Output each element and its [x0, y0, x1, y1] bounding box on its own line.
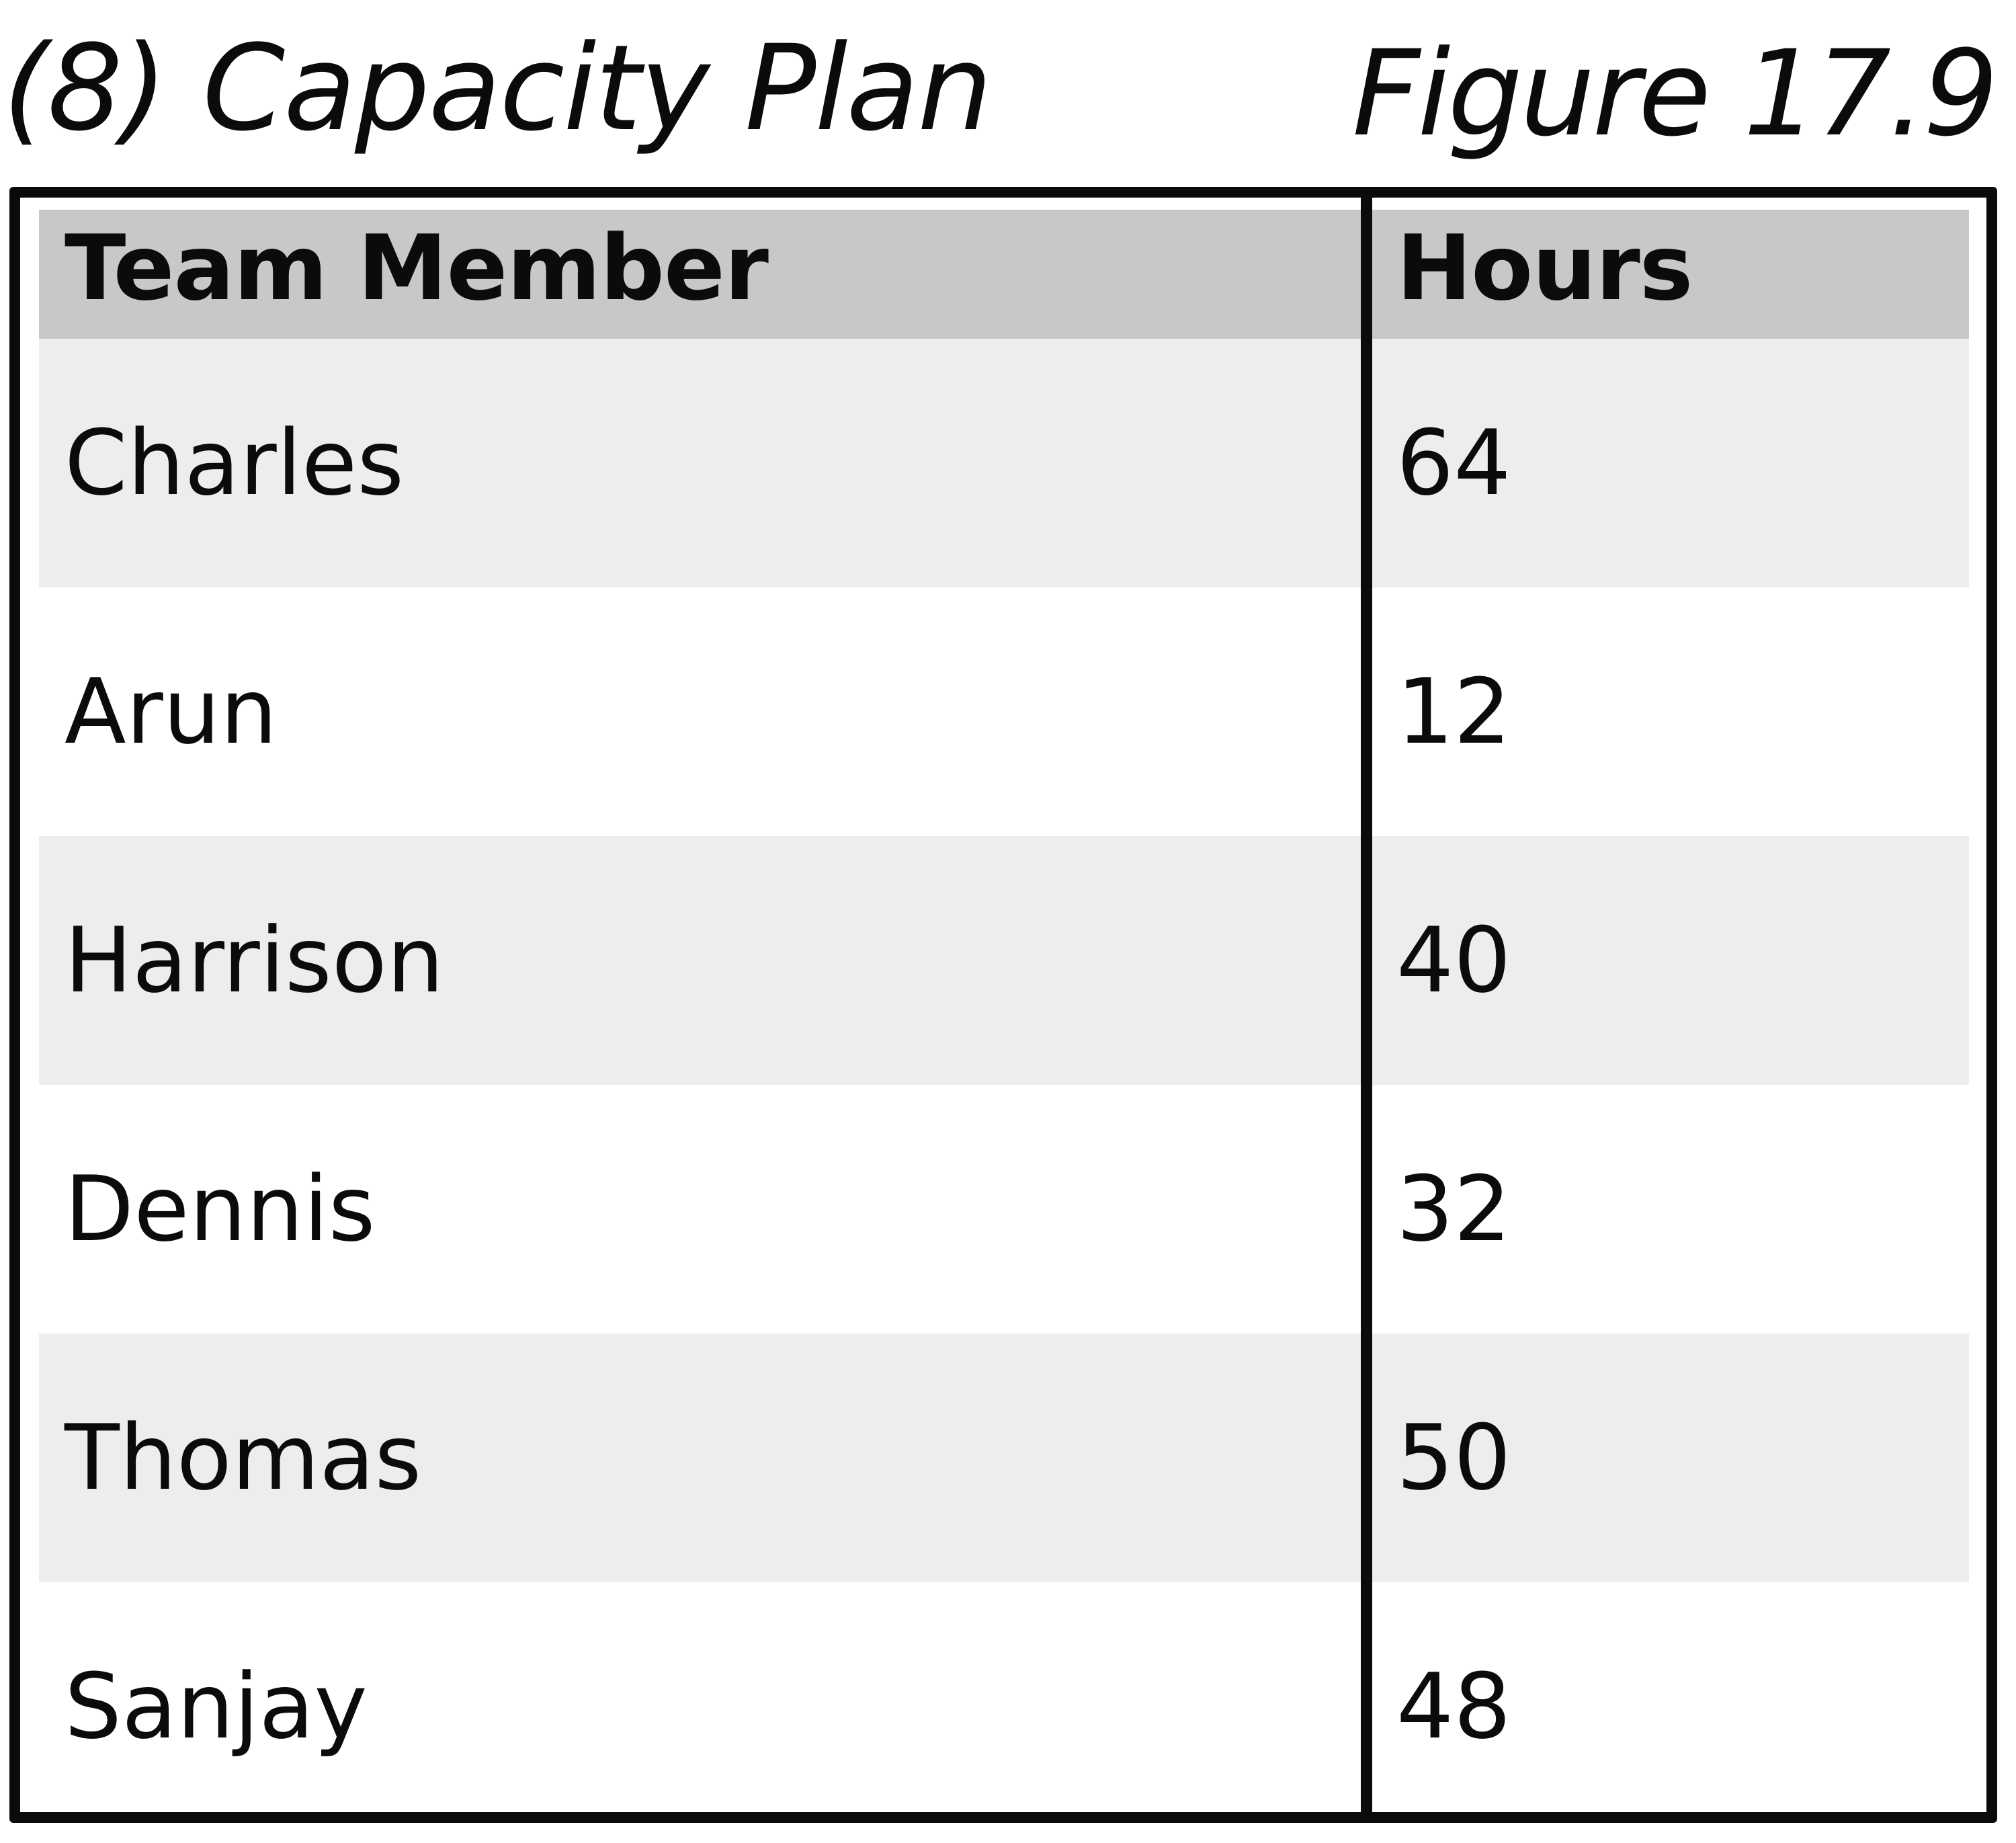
header-label-team-member: Team Member — [65, 216, 769, 321]
member-cell: Sanjay — [20, 1582, 1372, 1812]
member-cell: Charles — [20, 339, 1372, 587]
member-cell: Thomas — [20, 1334, 1372, 1582]
header-label-hours: Hours — [1396, 216, 1693, 321]
member-cell: Harrison — [20, 836, 1372, 1085]
hours-cell: 48 — [1372, 1582, 1986, 1812]
table-row: Charles 64 — [20, 339, 1986, 587]
hours-cell: 40 — [1372, 836, 1986, 1085]
member-cell: Dennis — [20, 1085, 1372, 1334]
member-name: Sanjay — [65, 1654, 368, 1759]
member-hours: 40 — [1396, 908, 1511, 1013]
member-hours: 50 — [1396, 1405, 1511, 1510]
table-header-row: Team Member Hours — [20, 198, 1986, 339]
member-hours: 64 — [1396, 411, 1511, 516]
page-heading: (8) Capacity Plan Figure 17.9 — [0, 12, 2016, 167]
column-divider — [1361, 198, 1372, 1812]
member-name: Dennis — [65, 1157, 376, 1262]
table-row: Sanjay 48 — [20, 1582, 1986, 1812]
table-row: Dennis 32 — [20, 1085, 1986, 1334]
member-name: Thomas — [65, 1405, 422, 1510]
member-name: Charles — [65, 411, 405, 516]
table-row: Arun 12 — [20, 587, 1986, 836]
member-name: Harrison — [65, 908, 444, 1013]
figure-label: Figure 17.9 — [1352, 25, 1999, 163]
hours-cell: 12 — [1372, 587, 1986, 836]
member-hours: 12 — [1396, 659, 1511, 764]
table-row: Thomas 50 — [20, 1334, 1986, 1582]
header-cell-hours: Hours — [1372, 198, 1986, 339]
table-row: Harrison 40 — [20, 836, 1986, 1085]
hours-cell: 32 — [1372, 1085, 1986, 1334]
hours-cell: 50 — [1372, 1334, 1986, 1582]
capacity-table: Team Member Hours Charles 64 Arun 12 Har… — [9, 187, 1997, 1823]
page-title: (8) Capacity Plan — [3, 19, 993, 157]
table-body: Charles 64 Arun 12 Harrison 40 Dennis 32… — [20, 339, 1986, 1812]
member-hours: 48 — [1396, 1654, 1511, 1759]
hours-cell: 64 — [1372, 339, 1986, 587]
member-hours: 32 — [1396, 1157, 1511, 1262]
member-name: Arun — [65, 659, 278, 764]
member-cell: Arun — [20, 587, 1372, 836]
header-cell-team-member: Team Member — [20, 198, 1372, 339]
